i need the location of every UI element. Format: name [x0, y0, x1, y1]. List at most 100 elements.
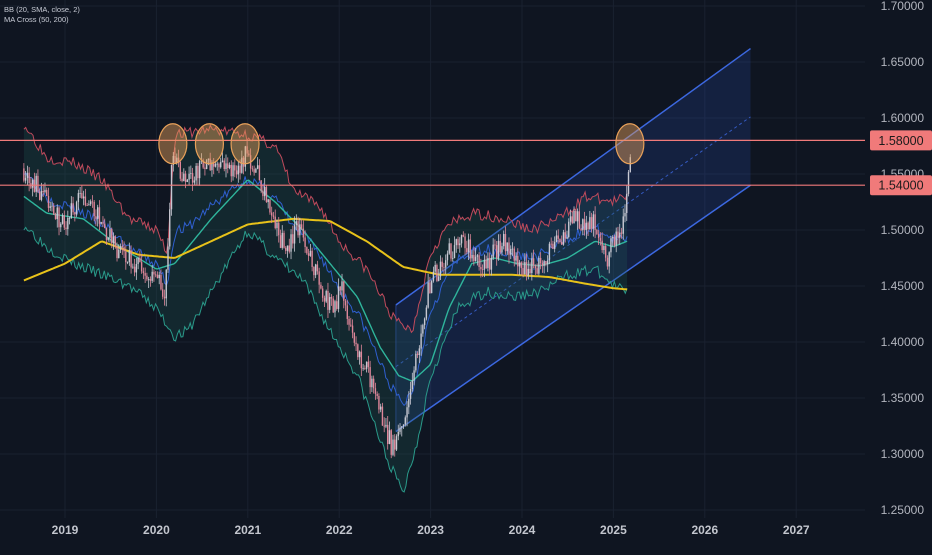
candle-body	[176, 157, 178, 163]
candle-body	[339, 286, 341, 291]
resistance-marker	[615, 123, 645, 165]
candle-body	[358, 351, 361, 358]
candle-body	[571, 216, 573, 224]
candle-body	[278, 222, 280, 236]
candle-body	[162, 289, 164, 297]
ma-cross-legend-label[interactable]: MA Cross (50, 200)	[4, 15, 69, 24]
candle-body	[218, 163, 220, 168]
candle-body	[350, 324, 352, 326]
candle-body	[58, 207, 60, 228]
candle-body	[594, 214, 596, 230]
candle-body	[513, 248, 515, 261]
candle-body	[334, 301, 336, 313]
candle-body	[225, 163, 227, 169]
candle-body	[543, 261, 545, 266]
candle-body	[592, 214, 595, 229]
candle-body	[360, 351, 363, 369]
candle-body	[546, 260, 549, 265]
candle-body	[416, 353, 419, 356]
level-price-tag	[870, 175, 932, 196]
candle-body	[606, 257, 609, 267]
candle-body	[54, 214, 57, 220]
candle-body	[205, 160, 208, 169]
bb-legend-label[interactable]: BB (20, SMA, close, 2)	[4, 5, 80, 14]
resistance-marker	[230, 123, 260, 165]
candle-body	[286, 245, 289, 251]
candle-body	[422, 325, 424, 334]
candle-body	[337, 286, 340, 309]
candle-body	[135, 263, 138, 273]
candle-body	[271, 212, 273, 216]
candle-body	[553, 241, 556, 249]
candle-body	[160, 274, 162, 290]
candle-body	[281, 232, 283, 248]
y-tick-label: 1.50000	[881, 223, 925, 237]
candle-body	[566, 237, 568, 239]
candle-body	[302, 228, 305, 238]
horizontal-levels-layer	[0, 139, 865, 186]
candle-body	[613, 237, 616, 246]
candle-body	[401, 426, 403, 428]
candle-body	[515, 255, 517, 261]
candle-body	[258, 165, 261, 181]
candle-body	[429, 282, 431, 294]
candle-body	[107, 237, 109, 240]
candle-body	[383, 425, 385, 427]
candle-body	[531, 258, 533, 274]
level-price-tag-label: 1.54000	[878, 179, 923, 193]
candle-body	[589, 217, 591, 230]
candle-body	[459, 243, 461, 246]
candle-body	[387, 424, 389, 444]
candle-body	[561, 241, 563, 245]
candle-body	[497, 240, 500, 259]
candle-body	[70, 203, 73, 219]
candle-body	[146, 275, 148, 280]
candle-body	[627, 171, 630, 194]
x-tick-label: 2025	[600, 523, 627, 537]
candle-body	[587, 222, 589, 230]
candle-body	[336, 301, 338, 309]
candle-body	[425, 307, 428, 319]
candle-body	[408, 398, 410, 408]
indicator-legend[interactable]: BB (20, SMA, close, 2) MA Cross (50, 200…	[4, 5, 80, 25]
candle-body	[344, 300, 347, 306]
candle-body	[511, 248, 514, 250]
candle-body	[213, 162, 215, 167]
candle-body	[38, 191, 41, 200]
candle-body	[228, 164, 231, 169]
candle-body	[457, 239, 459, 246]
candle-body	[74, 212, 76, 215]
candle-body	[573, 210, 575, 224]
candle-body	[169, 209, 171, 247]
candle-body	[104, 223, 106, 229]
candle-body	[128, 250, 131, 263]
candle-body	[262, 190, 264, 197]
candle-body	[420, 333, 422, 349]
candle-body	[585, 222, 588, 230]
candle-body	[624, 213, 626, 217]
candle-body	[84, 196, 87, 206]
candle-body	[332, 298, 334, 313]
axes-layer: 1.700001.650001.600001.550001.500001.450…	[52, 0, 932, 537]
candle-body	[95, 216, 97, 219]
candle-body	[622, 216, 624, 234]
candle-body	[402, 424, 405, 427]
candle-body	[467, 239, 470, 253]
candle-body	[255, 168, 257, 173]
candle-body	[65, 227, 67, 230]
candle-body	[576, 211, 579, 222]
candle-body	[24, 177, 27, 181]
candle-body	[353, 332, 356, 343]
grid-layer	[0, 0, 865, 518]
candle-body	[629, 157, 631, 172]
candle-body	[603, 246, 605, 251]
candle-body	[495, 245, 498, 259]
candle-body	[137, 257, 139, 264]
candle-body	[251, 168, 254, 170]
candle-body	[198, 161, 201, 179]
candle-body	[93, 201, 95, 217]
candle-body	[193, 180, 196, 183]
candle-body	[578, 211, 581, 229]
